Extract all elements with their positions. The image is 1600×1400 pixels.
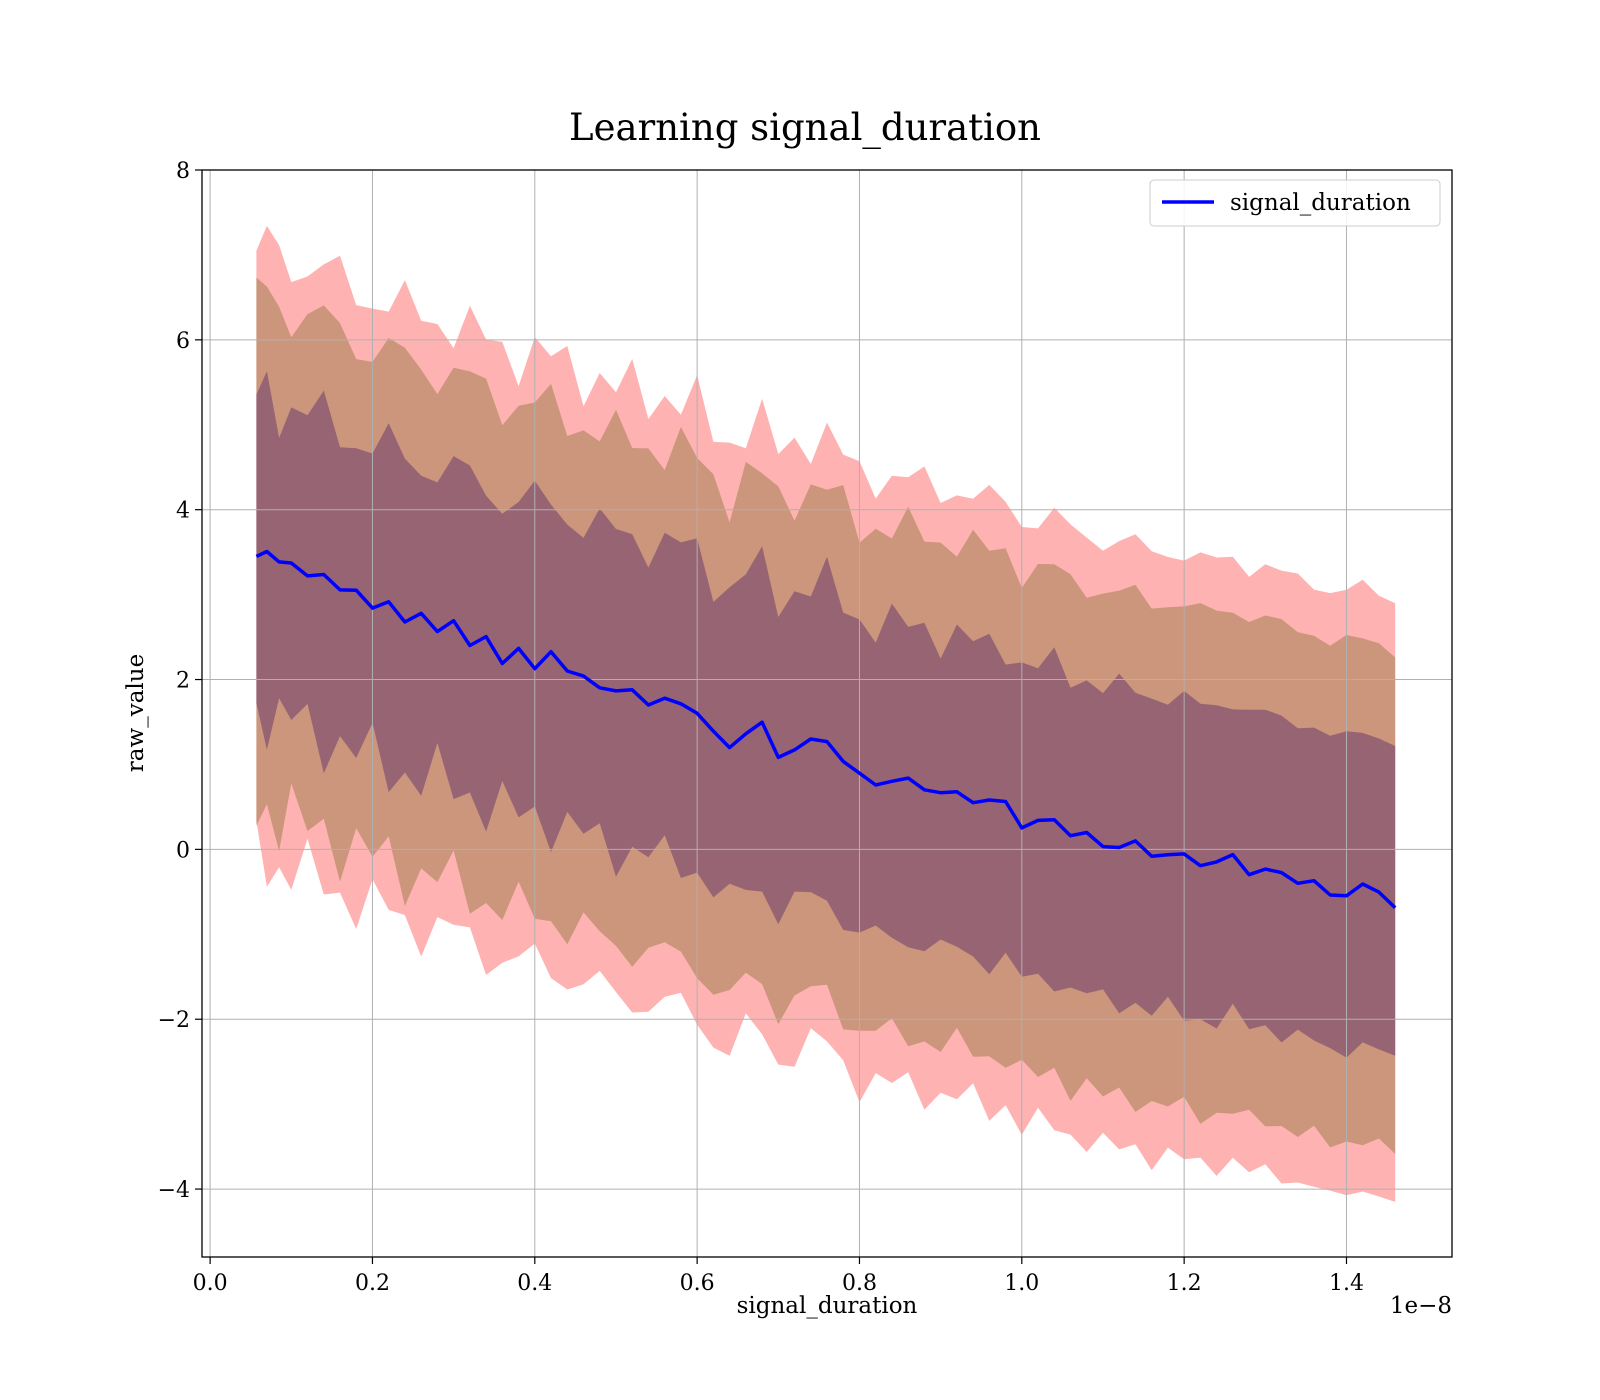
y-tick-label: 0 bbox=[176, 838, 190, 863]
x-tick-label: 0.0 bbox=[193, 1271, 228, 1296]
chart-title: Learning signal_duration bbox=[569, 106, 1041, 150]
x-axis-offset-text: 1e−8 bbox=[1390, 1293, 1452, 1319]
series-line-signal-duration bbox=[255, 549, 1397, 910]
x-tick-label: 0.2 bbox=[355, 1271, 390, 1296]
legend-label: signal_duration bbox=[1230, 190, 1411, 216]
x-tick-label: 0.4 bbox=[517, 1271, 552, 1296]
band-inner bbox=[256, 371, 1396, 1058]
x-tick-label: 1.4 bbox=[1329, 1271, 1364, 1296]
y-tick-label: 2 bbox=[176, 669, 190, 694]
x-tick-label: 1.2 bbox=[1167, 1271, 1202, 1296]
legend-box bbox=[1149, 179, 1441, 227]
y-tick-label: 4 bbox=[176, 499, 190, 524]
x-tick-label: 0.6 bbox=[680, 1271, 715, 1296]
x-axis-label: signal_duration bbox=[737, 1293, 918, 1319]
grid-lines bbox=[202, 169, 1452, 1257]
series-layer bbox=[255, 549, 1397, 910]
confidence-bands bbox=[256, 225, 1396, 1202]
plot-frame bbox=[201, 169, 1453, 1258]
y-tick-label: 8 bbox=[176, 159, 190, 184]
y-tick-label: −2 bbox=[158, 1008, 190, 1033]
y-tick-label: −4 bbox=[158, 1178, 190, 1203]
y-tick-label: 6 bbox=[176, 329, 190, 354]
y-axis-label: raw_value bbox=[123, 654, 149, 772]
x-axis-ticks: 0.0 0.2 0.4 0.6 0.8 1.0 1.2 1.4 bbox=[193, 1257, 1364, 1296]
x-tick-label: 0.8 bbox=[842, 1271, 877, 1296]
legend: signal_duration bbox=[1149, 179, 1441, 227]
y-axis-ticks: −4 −2 0 2 4 6 8 bbox=[158, 159, 202, 1203]
x-tick-label: 1.0 bbox=[1004, 1271, 1039, 1296]
